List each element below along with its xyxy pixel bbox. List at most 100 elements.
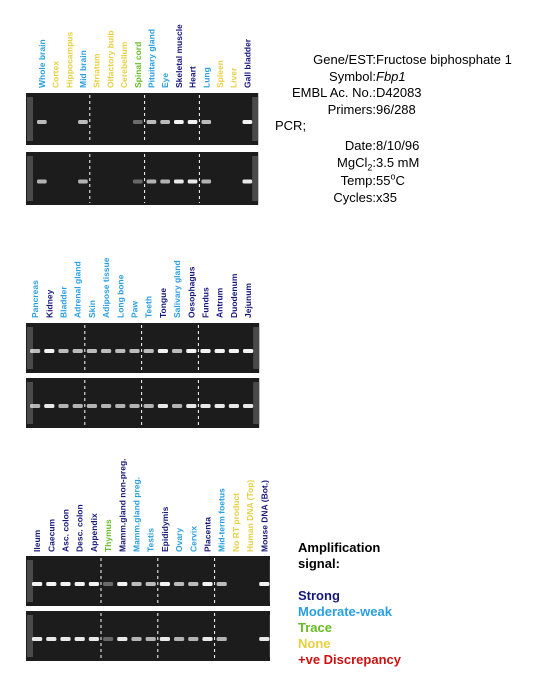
band [174,179,184,184]
info-label-end: : [372,155,376,170]
band [174,582,185,586]
band [202,637,213,641]
lane-label: Placenta [203,517,213,552]
lane-label: Liver [229,67,239,88]
band [157,349,168,353]
info-value-text: x35 [376,190,397,205]
lane-label: Pancreas [30,280,40,318]
info-value-text: 8/10/96 [376,137,420,153]
gel-image [26,93,259,145]
band [259,637,270,641]
lane-label: Oesophagus [186,266,196,318]
lane-label: Mamm.gland preg. [132,477,142,552]
lane-label: Teeth [144,296,154,318]
band [115,349,126,353]
info-label-text: Symbol: [329,68,376,84]
lane-label: Spinal cord [133,42,143,88]
legend-item: Moderate-weak [298,604,392,619]
info-label: Date: [270,138,376,155]
lane-label: Jejunum [243,283,253,318]
lane-label: Paw [130,301,140,318]
band [37,120,47,125]
band [157,404,168,408]
band [129,349,140,353]
band [131,582,142,586]
gel-image [26,556,270,606]
lane-label: Mouse DNA (Bot.) [259,480,269,552]
info-label: Gene/EST: [270,52,376,69]
info-label-text: Cycles: [333,190,376,205]
band [214,349,225,353]
lane-label: Human DNA (Top) [245,480,255,552]
lane-label: Pituitary gland [146,29,156,88]
ladder [269,615,270,657]
info-value-text: 55 [376,172,391,188]
info-label-sub: 2 [367,162,373,173]
band [103,582,114,586]
band [200,349,211,353]
band [78,120,88,125]
lane-label: Cervix [188,526,198,552]
info-value: Fbp1 [376,69,406,86]
band [32,637,43,641]
info-row: Cycles: x35 [270,190,550,207]
band [186,349,197,353]
ladder [253,327,260,369]
band [58,404,69,408]
info-label-text: Primers: [327,101,376,117]
band [146,120,157,125]
lane-label: Cerebellum [119,41,129,88]
band [186,404,197,408]
info-row: Temp: 55oC [270,171,550,190]
info-value: 96/288 [376,102,416,119]
lane-label: Skin [87,300,97,318]
band [188,582,199,586]
band [132,120,143,125]
lane-label: No RT product [231,493,241,552]
gel-image [26,611,270,661]
ladder [27,615,33,657]
band [202,582,213,586]
band [101,404,112,408]
ladder [252,97,259,141]
info-row: Primers: 96/288 [270,102,550,119]
band [188,637,199,641]
band [115,404,126,408]
band [143,404,154,408]
lane-label: Olfactory bulb [105,30,115,88]
info-label: Temp: [270,173,376,190]
band [201,179,212,184]
band [58,349,69,353]
info-label: Primers: [270,102,376,119]
band [172,349,183,353]
info-value-sup: o [390,171,396,182]
band [44,404,55,408]
band [117,582,128,586]
info-label: EMBL Ac. No.: [270,85,376,102]
band [46,582,57,586]
band [86,349,97,353]
ladder [27,560,33,602]
lane-label: Hippocampus [64,32,74,88]
info-label-text: Date: [344,137,376,153]
legend-item: +ve Discrepancy [298,652,401,667]
band [72,404,83,408]
lane-label: Mid brain [78,50,88,88]
band [131,637,142,641]
gel-image [26,323,260,373]
band [60,582,71,586]
band [187,179,198,184]
lane-label: Antrum [215,287,225,318]
info-value: x35 [376,190,397,207]
band [160,179,170,184]
band [44,349,55,353]
band [159,637,170,641]
info-label: Cycles: [270,190,376,207]
legend-item: None [298,636,331,651]
band [88,582,99,586]
ladder [253,382,260,424]
band [129,404,140,408]
ladder [27,156,33,201]
lane-label: Bladder [59,286,69,318]
band [146,179,157,184]
